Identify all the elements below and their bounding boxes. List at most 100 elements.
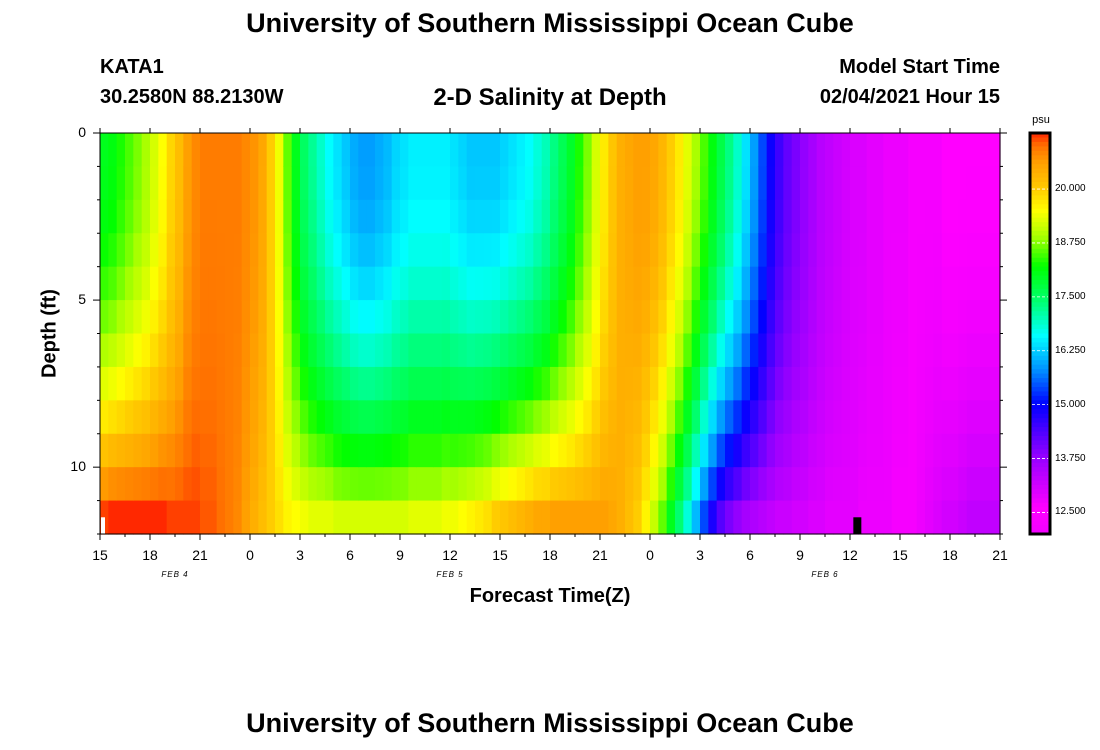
heatmap-cell: [500, 366, 509, 401]
colorbar-segment: [1030, 364, 1050, 370]
heatmap-cell: [216, 133, 226, 168]
heatmap-cell: [900, 199, 909, 234]
heatmap-cell: [733, 400, 743, 435]
heatmap-cell: [766, 467, 776, 502]
heatmap-cell: [958, 400, 968, 435]
heatmap-cell: [116, 333, 126, 368]
colorbar-tick-label: 17.500: [1055, 290, 1086, 302]
heatmap-cell: [475, 333, 484, 368]
heatmap-cell: [766, 333, 776, 368]
heatmap-cell: [625, 333, 634, 368]
heatmap-cell: [591, 500, 601, 535]
heatmap-cell: [800, 366, 809, 401]
heatmap-cell: [800, 199, 809, 234]
heatmap-cell: [733, 300, 743, 335]
heatmap-cell: [350, 467, 359, 502]
heatmap-cell: [975, 467, 984, 502]
heatmap-cell: [600, 467, 609, 502]
x-tick-label: 15: [892, 547, 908, 563]
heatmap-cell: [900, 366, 909, 401]
heatmap-cell: [975, 433, 984, 468]
x-tick-label: 6: [346, 547, 354, 563]
heatmap-cell: [116, 433, 126, 468]
heatmap-cell: [575, 400, 584, 435]
heatmap-cell: [100, 133, 109, 168]
heatmap-cell: [541, 500, 551, 535]
heatmap-cell: [733, 467, 743, 502]
heatmap-cell: [291, 333, 301, 368]
heatmap-cell: [791, 467, 801, 502]
heatmap-cell: [308, 233, 318, 268]
colorbar-segment: [1030, 133, 1050, 139]
heatmap-cell: [491, 300, 501, 335]
heatmap-cell: [958, 233, 968, 268]
heatmap-cell: [283, 233, 293, 268]
heatmap-cell: [725, 400, 734, 435]
heatmap-cell: [400, 500, 409, 535]
heatmap-cell: [200, 199, 209, 234]
heatmap-cell: [850, 400, 859, 435]
heatmap-cell: [775, 467, 784, 502]
heatmap-cell: [641, 300, 651, 335]
heatmap-cell: [225, 366, 234, 401]
heatmap-cell: [383, 433, 393, 468]
heatmap-cell: [125, 233, 134, 268]
heatmap-cell: [258, 500, 268, 535]
heatmap-cell: [183, 166, 193, 201]
heatmap-cell: [316, 266, 326, 301]
heatmap-cell: [808, 366, 818, 401]
heatmap-cell: [366, 433, 376, 468]
heatmap-cell: [508, 233, 518, 268]
heatmap-cell: [800, 266, 809, 301]
heatmap-cell: [483, 400, 493, 435]
heatmap-cell: [725, 166, 734, 201]
heatmap-cell: [958, 166, 968, 201]
heatmap-cell: [766, 366, 776, 401]
heatmap-cell: [375, 366, 384, 401]
heatmap-cell: [583, 467, 593, 502]
heatmap-cell: [625, 500, 634, 535]
heatmap-cell: [425, 266, 434, 301]
heatmap-cell: [700, 266, 709, 301]
colorbar-segment: [1030, 239, 1050, 245]
heatmap-cell: [675, 266, 684, 301]
heatmap-cell: [341, 199, 351, 234]
heatmap-cell: [908, 133, 918, 168]
heatmap-cell: [650, 199, 659, 234]
heatmap-cell: [900, 400, 909, 435]
heatmap-cell: [558, 366, 568, 401]
colorbar-segment: [1030, 288, 1050, 294]
heatmap-cell: [775, 166, 784, 201]
heatmap-cell: [666, 233, 676, 268]
heatmap-cell: [833, 266, 843, 301]
heatmap-cell: [941, 133, 951, 168]
colorbar-segment: [1030, 484, 1050, 491]
heatmap-cell: [283, 366, 293, 401]
heatmap-cell: [458, 333, 468, 368]
heatmap-cell: [550, 133, 559, 168]
heatmap-cell: [483, 333, 493, 368]
heatmap-cell: [400, 433, 409, 468]
heatmap-cell: [200, 500, 209, 535]
heatmap-cell: [300, 366, 309, 401]
heatmap-cell: [441, 400, 451, 435]
heatmap-cell: [308, 500, 318, 535]
x-tick-label: 3: [696, 547, 704, 563]
heatmap-cell: [983, 300, 993, 335]
heatmap-cell: [450, 366, 459, 401]
heatmap-cell: [558, 233, 568, 268]
heatmap-cell: [466, 467, 476, 502]
colorbar-segment: [1030, 266, 1050, 272]
heatmap-cell: [100, 233, 109, 268]
heatmap-cell: [616, 266, 626, 301]
heatmap-cell: [875, 433, 884, 468]
heatmap-cell: [166, 333, 176, 368]
heatmap-cell: [366, 233, 376, 268]
heatmap-cell: [733, 500, 743, 535]
heatmap-cell: [983, 266, 993, 301]
heatmap-cell: [916, 500, 926, 535]
heatmap-cell: [966, 333, 976, 368]
heatmap-cell: [641, 500, 651, 535]
colorbar-segment: [1030, 395, 1050, 401]
